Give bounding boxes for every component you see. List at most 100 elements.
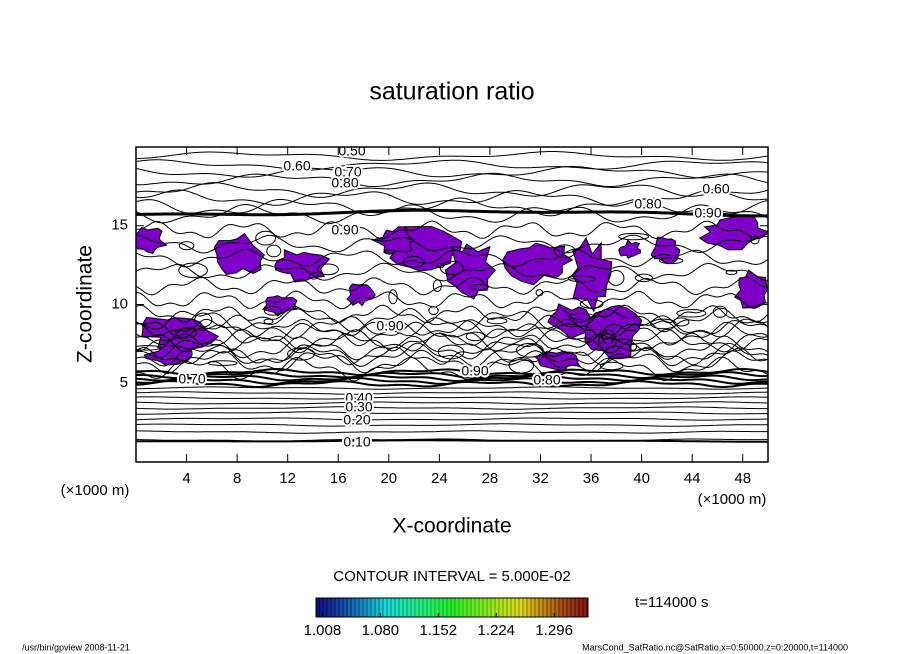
contour-line	[136, 401, 768, 405]
x-tick-label: 16	[330, 470, 347, 487]
colorbar-stripe	[468, 598, 470, 617]
contour-line	[136, 321, 768, 347]
contour-loop	[535, 289, 544, 297]
colorbar-stripe	[386, 598, 388, 617]
colorbar-stripe	[376, 598, 378, 617]
contour-loop	[486, 317, 508, 325]
colorbar-stripe	[342, 598, 344, 617]
colorbar-stripe	[544, 598, 546, 617]
colorbar-stripe	[404, 598, 406, 617]
colorbar-stripe	[444, 598, 446, 617]
colorbar-stripe	[582, 598, 584, 617]
colorbar-stripe	[490, 598, 492, 617]
contour-loop	[553, 244, 576, 259]
contour-line	[136, 197, 768, 217]
colorbar-stripe	[520, 598, 522, 617]
contour-line	[136, 335, 768, 361]
supersaturated-region	[371, 226, 415, 254]
contour-loop	[673, 317, 690, 327]
x-tick-label: 28	[482, 470, 499, 487]
colorbar-stripe	[344, 598, 346, 617]
contour-label: 0.90	[694, 205, 721, 221]
contour-label: 0.80	[331, 175, 358, 191]
contour-label: 0.80	[634, 196, 661, 212]
colorbar-stripe	[438, 598, 440, 617]
colorbar-stripe	[488, 598, 490, 617]
x-tick-label: 36	[583, 470, 600, 487]
contour-line	[136, 220, 768, 240]
contour-loop	[725, 269, 738, 276]
contour-loop	[607, 270, 625, 286]
contour-loop	[437, 344, 465, 360]
colorbar-stripe	[394, 598, 396, 617]
x-tick-label: 20	[380, 470, 397, 487]
colorbar-stripe	[460, 598, 462, 617]
colorbar-stripe	[470, 598, 472, 617]
contour-line	[136, 165, 768, 179]
colorbar-stripe	[318, 598, 320, 617]
x-tick-label: 24	[431, 470, 448, 487]
x-axis-label: X-coordinate	[392, 515, 511, 538]
colorbar-stripe	[450, 598, 452, 617]
contour-line	[136, 208, 768, 218]
colorbar-stripe	[446, 598, 448, 617]
contour-loop	[287, 347, 315, 361]
colorbar-stripe	[528, 598, 530, 617]
contour-line	[136, 314, 768, 340]
colorbar-stripe	[436, 598, 438, 617]
colorbar-stripe	[434, 598, 436, 617]
contour-line	[136, 430, 768, 434]
colorbar-stripe	[398, 598, 400, 617]
colorbar-stripe	[514, 598, 516, 617]
colorbar-stripe	[368, 598, 370, 617]
contour-interval: CONTOUR INTERVAL = 5.000E-02	[333, 568, 570, 585]
x-tick-label: 40	[633, 470, 650, 487]
contour-loop	[650, 318, 677, 330]
colorbar-stripe	[424, 598, 426, 617]
colorbar-stripe	[562, 598, 564, 617]
contour-loop	[384, 249, 396, 255]
contour-line	[136, 391, 768, 395]
contour-line	[136, 373, 768, 383]
colorbar-stripe	[350, 598, 352, 617]
contour-line	[136, 332, 768, 352]
colorbar-stripe	[340, 598, 342, 617]
colorbar-stripe	[508, 598, 510, 617]
colorbar-stripe	[406, 598, 408, 617]
contour-line	[136, 248, 768, 268]
colorbar-stripe	[410, 598, 412, 617]
colorbar-tick-label: 1.080	[362, 622, 400, 639]
colorbar-stripe	[326, 598, 328, 617]
colorbar-stripe	[348, 598, 350, 617]
supersaturated-region	[346, 283, 376, 307]
colorbar-stripe	[526, 598, 528, 617]
x-tick-label: 48	[734, 470, 751, 487]
contour-loop	[599, 361, 624, 371]
y-tick-label: 10	[111, 295, 128, 312]
contour-label: 0.70	[334, 164, 361, 180]
colorbar-stripe	[456, 598, 458, 617]
colorbar-stripe	[384, 598, 386, 617]
colorbar-stripe	[464, 598, 466, 617]
contour-loop	[136, 345, 161, 351]
contour-loop	[428, 306, 439, 315]
colorbar-stripe	[372, 598, 374, 617]
contour-line	[136, 386, 768, 390]
colorbar-stripe	[564, 598, 566, 617]
contour-label: 0.90	[376, 318, 403, 334]
supersaturated-region	[274, 249, 331, 283]
colorbar-stripe	[426, 598, 428, 617]
field: 0.500.60 0.700.80 0.600.800.900.900.900.70…	[136, 147, 768, 452]
colorbar-stripe	[354, 598, 356, 617]
contour-line	[136, 189, 768, 207]
contour-loop	[634, 273, 653, 283]
colorbar-stripe	[364, 598, 366, 617]
contour-line	[136, 172, 768, 187]
contour-loop	[469, 284, 489, 291]
contour-line	[136, 234, 768, 254]
colorbar-stripe	[422, 598, 424, 617]
colorbar-stripe	[414, 598, 416, 617]
contour-label: 0.90	[331, 222, 358, 238]
x-axis-unit: (×1000 m)	[698, 491, 767, 508]
y-axis-unit: (×1000 m)	[61, 482, 130, 499]
